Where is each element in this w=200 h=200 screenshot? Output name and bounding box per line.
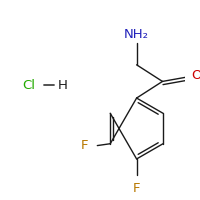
Text: NH₂: NH₂ [124,28,149,41]
Text: H: H [58,79,68,92]
Text: F: F [81,139,88,152]
Text: O: O [191,69,200,82]
Text: F: F [133,182,140,195]
Text: Cl: Cl [22,79,35,92]
